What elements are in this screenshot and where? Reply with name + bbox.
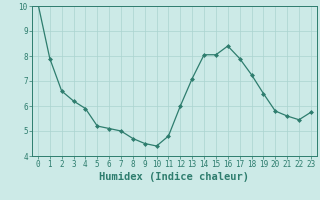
X-axis label: Humidex (Indice chaleur): Humidex (Indice chaleur) <box>100 172 249 182</box>
